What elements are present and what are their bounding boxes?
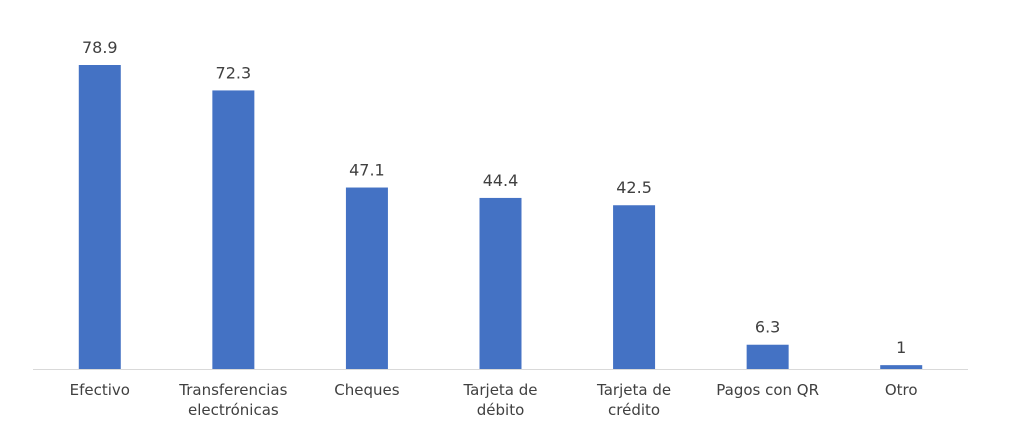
data-label: 78.9 [82, 38, 118, 57]
bar [880, 365, 923, 369]
bar [345, 187, 388, 369]
x-tick-label: Tarjeta de [596, 381, 671, 399]
data-label: 47.1 [349, 161, 385, 180]
data-label: 1 [896, 338, 906, 357]
x-tick-label: Otro [885, 381, 918, 399]
x-tick-label: débito [477, 401, 525, 419]
x-tick-label: Efectivo [70, 381, 130, 399]
x-tick-label: crédito [608, 401, 660, 419]
data-label: 44.4 [483, 171, 519, 190]
x-tick-label: Transferencias [178, 381, 287, 399]
data-label: 42.5 [616, 178, 652, 197]
bar [746, 344, 789, 369]
bar [613, 205, 656, 369]
bar [78, 65, 121, 369]
x-tick-label: Cheques [334, 381, 399, 399]
bar [212, 90, 255, 369]
data-label: 6.3 [755, 318, 780, 337]
x-tick-label: electrónicas [188, 401, 279, 419]
bar [479, 197, 522, 369]
x-tick-label: Pagos con QR [716, 381, 819, 399]
data-label: 72.3 [216, 63, 252, 82]
x-tick-label: Tarjeta de [462, 381, 537, 399]
